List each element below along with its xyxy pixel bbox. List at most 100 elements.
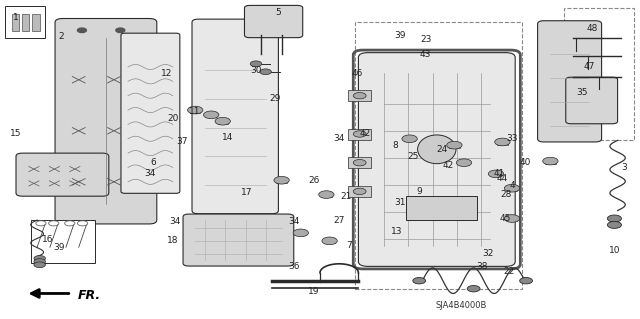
Circle shape — [274, 176, 289, 184]
Text: 12: 12 — [161, 69, 172, 78]
FancyBboxPatch shape — [538, 21, 602, 142]
Circle shape — [204, 111, 219, 119]
Text: SJA4B4000B: SJA4B4000B — [435, 301, 486, 310]
Text: 8: 8 — [393, 141, 398, 150]
Circle shape — [543, 157, 558, 165]
Bar — [348, 90, 371, 101]
FancyBboxPatch shape — [16, 153, 109, 196]
Text: 20: 20 — [167, 114, 179, 122]
Text: 32: 32 — [483, 249, 494, 258]
Text: 15: 15 — [10, 130, 22, 138]
Bar — [321, 192, 332, 197]
Bar — [348, 186, 371, 197]
FancyBboxPatch shape — [244, 5, 303, 38]
Text: 45: 45 — [500, 214, 511, 223]
Bar — [449, 143, 460, 148]
Bar — [276, 178, 287, 183]
Circle shape — [413, 278, 426, 284]
Circle shape — [77, 28, 86, 33]
Text: 18: 18 — [167, 236, 179, 245]
Text: 14: 14 — [221, 133, 233, 142]
Circle shape — [488, 170, 504, 178]
Text: 40: 40 — [519, 158, 531, 167]
Bar — [545, 159, 556, 164]
Circle shape — [116, 28, 125, 33]
Text: 26: 26 — [308, 176, 319, 185]
Text: 39: 39 — [54, 243, 65, 252]
FancyBboxPatch shape — [55, 19, 157, 224]
Ellipse shape — [418, 135, 456, 164]
Text: 24: 24 — [436, 145, 447, 154]
Text: 2: 2 — [58, 32, 63, 41]
Circle shape — [34, 259, 45, 264]
Text: FR.: FR. — [78, 289, 101, 301]
Text: 1: 1 — [13, 13, 19, 22]
Circle shape — [250, 61, 262, 67]
Text: 41: 41 — [493, 169, 505, 178]
Text: 13: 13 — [391, 227, 403, 236]
Text: 42: 42 — [359, 130, 371, 138]
Text: 35: 35 — [577, 88, 588, 97]
Text: 34: 34 — [289, 217, 300, 226]
Circle shape — [447, 141, 462, 149]
Bar — [296, 230, 306, 235]
Bar — [31, 220, 95, 263]
Text: 25: 25 — [407, 152, 419, 161]
Circle shape — [260, 69, 271, 75]
Circle shape — [402, 135, 417, 143]
Text: 9: 9 — [417, 187, 422, 196]
Text: 30: 30 — [250, 66, 262, 75]
Bar — [22, 14, 29, 31]
Bar — [190, 108, 200, 113]
Text: 34: 34 — [333, 134, 345, 143]
Text: 43: 43 — [420, 50, 431, 59]
Bar — [355, 22, 522, 289]
Circle shape — [353, 160, 366, 166]
Circle shape — [504, 184, 520, 192]
Bar — [497, 139, 508, 145]
Text: 7: 7 — [346, 241, 351, 250]
Circle shape — [215, 117, 230, 125]
Bar — [348, 157, 371, 168]
Text: 34: 34 — [169, 217, 180, 226]
Circle shape — [467, 286, 480, 292]
FancyBboxPatch shape — [183, 214, 294, 266]
Bar — [459, 160, 469, 165]
Circle shape — [322, 237, 337, 245]
Circle shape — [353, 93, 366, 99]
Circle shape — [188, 106, 203, 114]
Text: 42: 42 — [442, 161, 454, 170]
Bar — [324, 238, 335, 243]
Text: 33: 33 — [506, 134, 518, 143]
Text: 28: 28 — [500, 190, 511, 199]
Text: 16: 16 — [42, 235, 54, 244]
Text: 17: 17 — [241, 189, 252, 197]
Text: 4: 4 — [509, 181, 515, 189]
Bar — [12, 14, 19, 31]
Bar — [206, 112, 216, 117]
Text: 48: 48 — [586, 24, 598, 33]
Text: 34: 34 — [145, 169, 156, 178]
Text: 5: 5 — [276, 8, 281, 17]
Bar — [5, 6, 45, 38]
Bar — [507, 216, 517, 221]
Text: 23: 23 — [420, 35, 431, 44]
Bar — [507, 186, 517, 191]
Text: 19: 19 — [308, 287, 319, 296]
Bar — [564, 8, 634, 140]
Circle shape — [34, 262, 45, 268]
Circle shape — [34, 256, 45, 261]
Circle shape — [495, 138, 510, 146]
FancyBboxPatch shape — [566, 77, 618, 124]
Text: 10: 10 — [609, 246, 620, 255]
Circle shape — [520, 278, 532, 284]
Text: 44: 44 — [497, 174, 508, 183]
Text: 37: 37 — [177, 137, 188, 146]
Text: 38: 38 — [476, 262, 488, 271]
Circle shape — [353, 188, 366, 195]
Bar — [404, 136, 415, 141]
Circle shape — [293, 229, 308, 237]
Text: 29: 29 — [269, 94, 281, 103]
Text: 31: 31 — [394, 198, 406, 207]
Circle shape — [353, 131, 366, 137]
